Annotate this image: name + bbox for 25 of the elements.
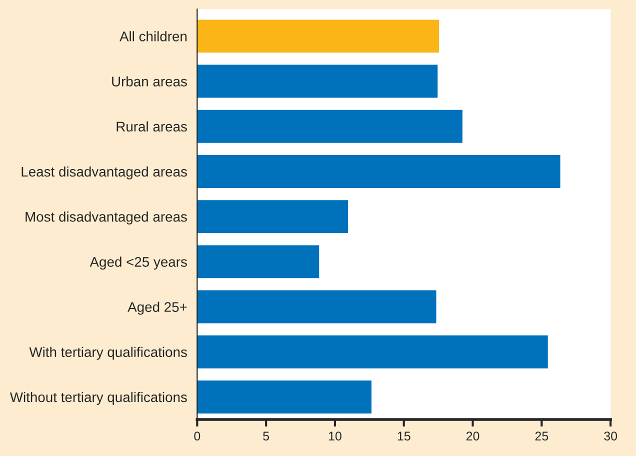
- bar: [197, 380, 372, 414]
- y-tick-label: Rural areas: [116, 121, 187, 132]
- y-tick-label: Least disadvantaged areas: [22, 166, 187, 180]
- y-tick-label: With tertiary qualifications: [29, 346, 187, 360]
- x-tick-label: 15: [398, 432, 410, 441]
- bar: [197, 290, 436, 324]
- x-tick-label: 5: [263, 432, 270, 441]
- x-tick-label: 0: [194, 432, 200, 441]
- x-tick-label: 25: [535, 432, 548, 441]
- y-tick-label: Urban areas: [112, 76, 187, 86]
- x-tick-label: 10: [328, 432, 342, 441]
- bar: [197, 200, 348, 234]
- y-tick-label: Aged 25+: [128, 302, 187, 315]
- bar: [197, 245, 320, 278]
- y-tick-label: Without tertiary qualifications: [10, 392, 187, 405]
- x-tick-label: 30: [604, 432, 618, 441]
- y-tick-label: All children: [120, 31, 187, 42]
- bar: [197, 64, 438, 98]
- y-tick-label: Most disadvantaged areas: [26, 212, 187, 224]
- bar: [197, 154, 560, 188]
- bar: [197, 110, 462, 143]
- y-tick-label: Aged <25 years: [90, 256, 187, 270]
- bar: [197, 20, 440, 53]
- x-tick-label: 20: [466, 432, 480, 441]
- bar: [197, 335, 548, 368]
